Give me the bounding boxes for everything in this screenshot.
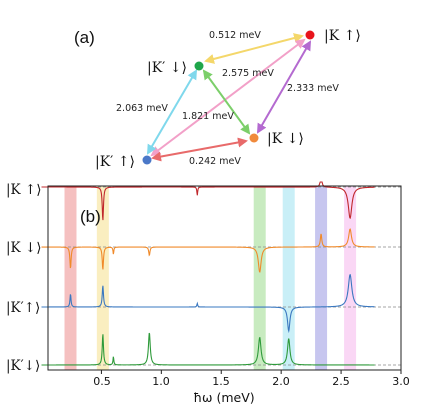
spectrum-trace-row-3 (41, 332, 375, 366)
panel-a-label: (a) (74, 28, 95, 47)
state-label-kp-down: |K′ ↓⟩ (147, 60, 187, 76)
spectrum-trace-row-2 (41, 273, 375, 334)
row-label-kp-up: |K′↑⟩ (6, 300, 40, 316)
panel-b: (b) |K ↑⟩ |K ↓⟩ |K′↑⟩ |K′↓⟩ 0.5 1.0 1.5 … (6, 181, 410, 405)
energy-label-2-333: 2.333 meV (287, 83, 339, 94)
state-label-k-down: |K ↓⟩ (267, 131, 304, 147)
x-tick-label-0-5: 0.5 (93, 375, 111, 388)
panel-b-label: (b) (80, 207, 101, 226)
highlight-band-4 (315, 186, 328, 370)
x-tick-label-3-0: 3.0 (392, 375, 410, 388)
highlight-bands (64, 186, 357, 370)
x-tick-label-1-0: 1.0 (152, 375, 170, 388)
transition-arrow-0-242 (151, 137, 248, 162)
energy-label-2-575: 2.575 meV (222, 68, 274, 79)
state-dot-k-up (305, 30, 315, 40)
transition-arrow-2-333 (256, 40, 312, 134)
x-axis-ticks (100, 370, 402, 374)
row-label-k-down: |K ↓⟩ (6, 240, 42, 256)
plot-frame (47, 185, 402, 371)
energy-label-1-821: 1.821 meV (182, 111, 234, 122)
state-dot-kp-down (194, 61, 204, 71)
row-label-kp-down: |K′↓⟩ (6, 358, 40, 374)
spectrum-trace-row-0 (41, 181, 375, 221)
energy-label-2-063: 2.063 meV (116, 103, 168, 114)
energy-label-0-242: 0.242 meV (189, 156, 241, 167)
energy-label-0-512: 0.512 meV (209, 30, 261, 41)
transition-arrow-1-821 (202, 69, 251, 135)
state-label-k-up: |K ↑⟩ (324, 28, 361, 44)
x-axis-label: ħω (meV) (193, 390, 254, 405)
x-tick-label-1-5: 1.5 (212, 375, 230, 388)
highlight-band-2 (253, 186, 266, 370)
state-label-kp-up: |K′ ↑⟩ (95, 154, 135, 170)
row-label-k-up: |K ↑⟩ (6, 182, 42, 198)
spectrum-trace-row-1 (41, 228, 375, 273)
state-dot-kp-up (142, 155, 152, 165)
highlight-band-3 (282, 186, 295, 370)
panel-a: (a) |K ↑⟩ |K′ ↓⟩ |K ↓⟩ |K′ ↑⟩ 0.512 meV … (74, 28, 361, 170)
highlight-band-5 (344, 186, 357, 370)
spectra-traces (41, 181, 375, 366)
state-dot-k-down (249, 133, 259, 143)
highlight-band-0 (64, 186, 77, 370)
x-tick-label-2-0: 2.0 (272, 375, 290, 388)
highlight-band-1 (96, 186, 109, 370)
x-tick-label-2-5: 2.5 (332, 375, 350, 388)
